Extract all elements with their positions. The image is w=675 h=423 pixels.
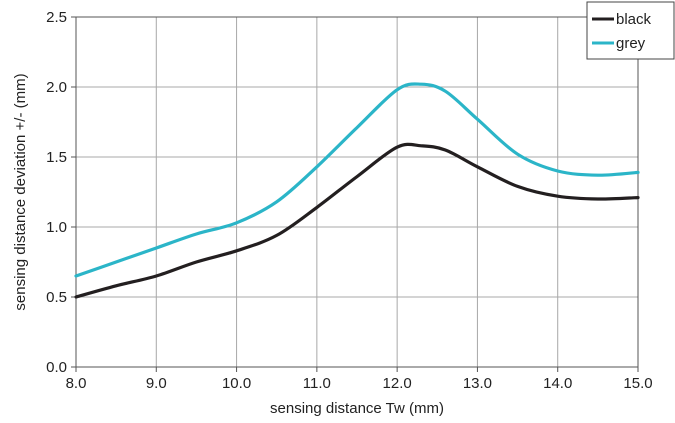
y-tick-label: 0.5 (46, 289, 67, 306)
x-tick-label: 15.0 (623, 375, 652, 392)
y-axis-title: sensing distance deviation +/- (mm) (12, 73, 29, 310)
y-tick-label: 1.0 (46, 219, 67, 236)
x-tick-label: 11.0 (303, 375, 331, 392)
series-line-black (74, 142, 640, 299)
legend: black grey (586, 1, 675, 60)
legend-box (586, 1, 675, 60)
series-line-grey (74, 82, 640, 278)
grid-lines (75, 16, 639, 368)
y-tick-label: 1.5 (46, 149, 67, 166)
x-tick-label: 12.0 (383, 375, 412, 392)
x-tick-label: 13.0 (463, 375, 492, 392)
series-lines (74, 82, 640, 299)
x-axis-title: sensing distance Tw (mm) (270, 400, 444, 417)
y-tick-label: 2.5 (46, 9, 67, 26)
y-tick-label: 0.0 (46, 359, 67, 376)
y-tick-label: 2.0 (46, 79, 67, 96)
x-tick-label: 8.0 (66, 375, 87, 392)
plot-frame (75, 16, 639, 368)
x-tick-label: 10.0 (222, 375, 251, 392)
axis-ticks: 8.0 9.0 10.0 11.0 12.0 13.0 14.0 15.0 0.0 0.5 1.0 1… (46, 9, 652, 392)
x-tick-label: 9.0 (146, 375, 167, 392)
x-tick-label: 14.0 (543, 375, 572, 392)
legend-label-black: black (616, 11, 652, 28)
legend-label-grey: grey (616, 35, 646, 52)
